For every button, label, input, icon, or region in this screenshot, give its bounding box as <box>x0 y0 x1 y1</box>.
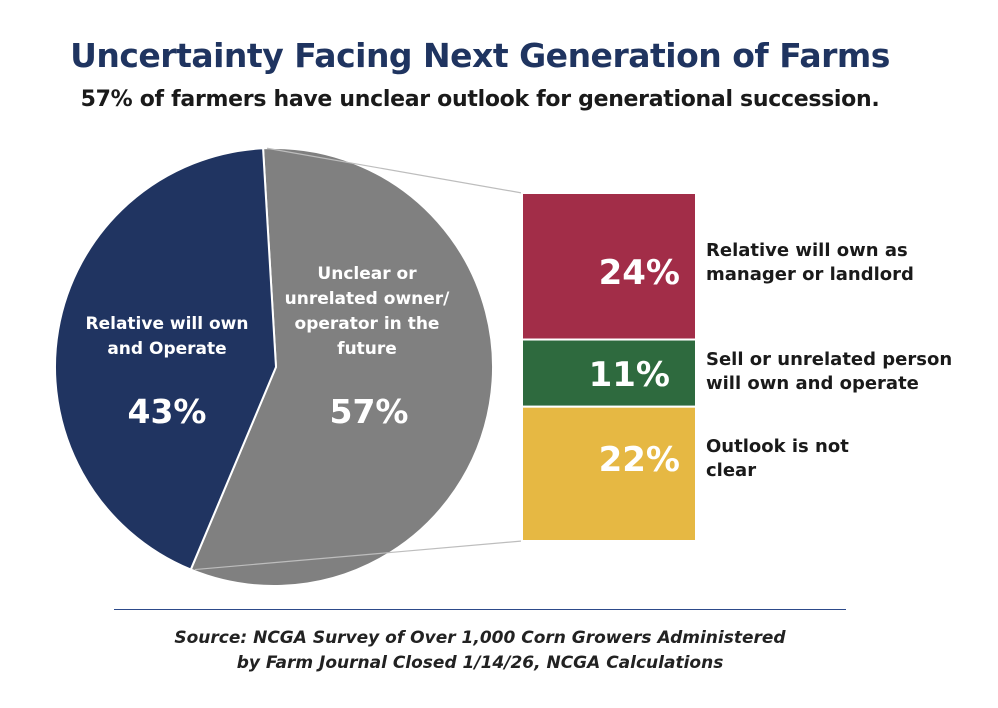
source-line-2: by Farm Journal Closed 1/14/26, NCGA Cal… <box>236 653 724 673</box>
pie-chart <box>54 147 494 587</box>
pie-slice-unclear-or-unrelated <box>189 147 494 587</box>
pie-slice-value-unclear-or-unrelated: 57% <box>329 392 409 431</box>
breakdown-connector-lines <box>194 147 523 571</box>
bar-segment-outlook-not-clear <box>521 405 697 542</box>
breakdown-stacked-bar <box>521 192 697 542</box>
breakdown-value-outlook-not-clear: 22% <box>598 440 680 480</box>
pie-slice-label-unclear-or-unrelated: Unclear or unrelated owner/ operator in … <box>284 264 450 359</box>
source-divider <box>114 609 846 610</box>
connector-line-top <box>266 147 523 194</box>
chart-subtitle: 57% of farmers have unclear outlook for … <box>80 87 880 112</box>
pie-slice-label-relative-own-operate: Relative will own and Operate <box>85 314 249 359</box>
chart-title: Uncertainty Facing Next Generation of Fa… <box>70 36 890 75</box>
pie-slice-value-relative-own-operate: 43% <box>127 392 207 431</box>
breakdown-label-sell-unrelated: Sell or unrelated person will own and op… <box>706 349 953 394</box>
source-line-1: Source: NCGA Survey of Over 1,000 Corn G… <box>174 628 786 648</box>
bar-segment-relative-manager-landlord <box>521 192 697 341</box>
connector-line-bottom <box>194 540 523 571</box>
pie-slice-relative-own-operate <box>54 147 278 571</box>
breakdown-label-outlook-not-clear: Outlook is not clear <box>706 436 849 481</box>
breakdown-value-sell-unrelated: 11% <box>588 355 670 395</box>
breakdown-label-relative-manager-landlord: Relative will own as manager or landlord <box>706 240 914 285</box>
breakdown-value-relative-manager-landlord: 24% <box>598 253 680 293</box>
